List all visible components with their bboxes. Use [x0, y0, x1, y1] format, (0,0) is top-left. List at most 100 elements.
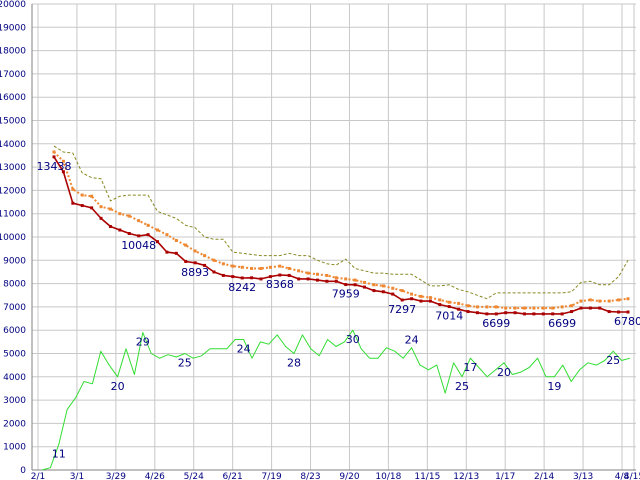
data-labels: 13438 10048 8893 8242 8368 7959 7297 7014 6699 66… [37, 160, 640, 460]
data-point-price [71, 201, 75, 205]
data-point-average [475, 305, 479, 309]
data-point-average [626, 297, 630, 301]
data-point-price [363, 285, 367, 289]
axes [31, 4, 636, 471]
y-tick-label: 5000 [3, 350, 26, 360]
y-tick-label: 18000 [0, 47, 26, 57]
data-point-price [80, 204, 84, 208]
data-point-average [541, 306, 545, 310]
data-point-average [99, 205, 103, 209]
data-point-average [494, 305, 498, 309]
data-point-price [61, 170, 65, 174]
data-point-price [231, 275, 235, 279]
x-tick-label: 5/24 [184, 472, 204, 480]
data-label: 25 [606, 354, 620, 367]
data-point-price [108, 225, 112, 229]
data-point-price [410, 297, 414, 301]
data-point-average [381, 284, 385, 288]
data-point-average [607, 299, 611, 303]
series-line-upper [53, 145, 629, 300]
y-tick-label: 0 [20, 466, 26, 476]
data-label: 8242 [228, 281, 256, 294]
data-point-price [221, 273, 225, 277]
data-point-price [344, 283, 348, 287]
series-lines [41, 145, 631, 471]
grid-lines [32, 3, 636, 471]
data-point-average [90, 194, 94, 198]
data-point-price [90, 206, 94, 210]
data-point-price [466, 310, 470, 314]
data-label: 25 [178, 357, 192, 370]
data-point-price [203, 263, 207, 267]
data-point-average [315, 272, 319, 276]
data-point-price [372, 289, 376, 293]
data-point-average [165, 233, 169, 237]
data-point-average [184, 243, 188, 247]
data-point-price [193, 261, 197, 265]
data-point-average [61, 159, 65, 163]
x-tick-label: 2/14 [534, 472, 554, 480]
x-tick-label: 3/29 [106, 472, 126, 480]
data-label: 24 [405, 334, 419, 347]
data-point-price [184, 259, 188, 263]
data-point-price [428, 299, 432, 303]
data-point-average [146, 223, 150, 227]
data-point-average [156, 228, 160, 232]
data-label: 17 [463, 361, 477, 374]
data-point-average [353, 278, 357, 282]
data-point-price [287, 273, 291, 277]
data-point-average [504, 306, 508, 310]
y-tick-label: 7000 [3, 303, 26, 313]
data-point-average [410, 292, 414, 296]
data-point-average [334, 276, 338, 280]
data-point-average [212, 258, 216, 262]
data-point-average [259, 266, 263, 270]
data-point-price [400, 298, 404, 302]
y-tick-label: 17000 [0, 70, 26, 80]
data-label: 24 [237, 343, 251, 356]
x-tick-label: 9/20 [339, 472, 359, 480]
x-tick-label: 3/1 [70, 472, 84, 480]
data-point-average [438, 298, 442, 302]
data-point-average [203, 254, 207, 258]
x-tick-label: 4/26 [145, 472, 165, 480]
x-tick-label: 11/15 [414, 472, 440, 480]
data-label: 6699 [482, 317, 510, 330]
data-point-average [306, 271, 310, 275]
y-tick-label: 1000 [3, 443, 26, 453]
data-point-price [485, 312, 489, 316]
y-tick-label: 11000 [0, 210, 26, 220]
x-tick-label: 7/19 [261, 472, 281, 480]
data-point-average [325, 273, 329, 277]
data-label: 20 [111, 380, 125, 393]
x-tick-label: 4/15 [624, 472, 640, 480]
data-point-price [127, 232, 131, 236]
data-point-average [598, 299, 602, 303]
data-point-average [80, 193, 84, 197]
y-tick-label: 9000 [3, 256, 26, 266]
data-point-average [240, 265, 244, 269]
data-point-average [287, 266, 291, 270]
data-point-price [541, 312, 545, 316]
data-point-price [146, 233, 150, 237]
y-tick-label: 15000 [0, 117, 26, 127]
data-point-price [570, 310, 574, 314]
y-tick-label: 6000 [3, 326, 26, 336]
data-point-average [108, 207, 112, 211]
data-point-average [579, 299, 583, 303]
data-point-price [99, 216, 103, 220]
y-tick-label: 10000 [0, 233, 26, 243]
data-point-average [231, 264, 235, 268]
data-point-price [626, 310, 630, 314]
data-point-price [278, 273, 282, 277]
data-point-average [174, 238, 178, 242]
series-line-price [53, 156, 628, 315]
data-point-price [268, 275, 272, 279]
data-point-average [428, 296, 432, 300]
data-point-price [419, 299, 423, 303]
data-label: 6780 [614, 315, 640, 328]
data-point-average [617, 298, 621, 302]
x-tick-label: 12/13 [453, 472, 479, 480]
data-label: 8893 [181, 266, 209, 279]
data-point-price [381, 290, 385, 294]
